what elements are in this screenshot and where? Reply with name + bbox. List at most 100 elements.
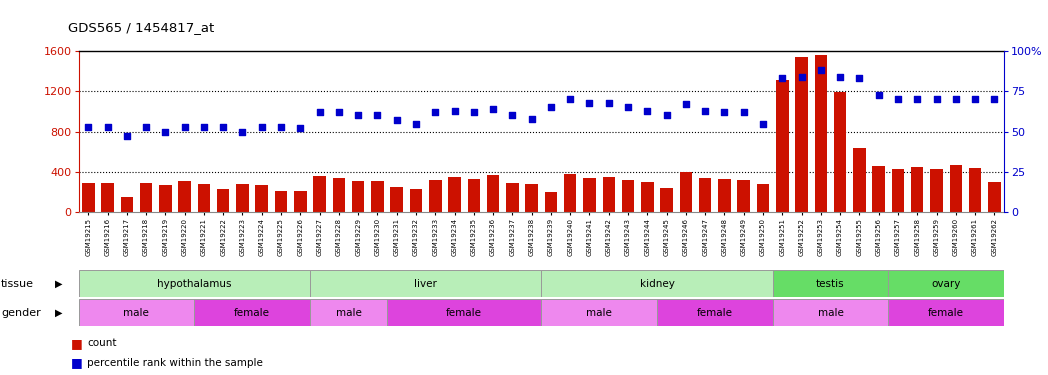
Point (427, 109, 443, 115)
Point (350, 112, 367, 118)
Bar (718, 179, 730, 212)
Text: male: male (817, 308, 844, 318)
Point (157, 129, 174, 135)
Bar (988, 182, 1001, 212)
Bar (776, 80, 788, 212)
Point (947, 96, 964, 102)
Point (639, 108, 656, 114)
Bar (159, 185, 172, 212)
Bar (525, 184, 538, 212)
Bar (236, 184, 248, 212)
Bar (275, 191, 287, 212)
Point (832, 74, 849, 80)
Point (736, 109, 752, 115)
Point (851, 75, 868, 81)
Text: percentile rank within the sample: percentile rank within the sample (87, 358, 263, 368)
Bar (102, 183, 114, 212)
Bar (541, 270, 772, 297)
Point (137, 124, 154, 130)
Bar (834, 92, 847, 212)
Point (446, 108, 463, 114)
Text: ▶: ▶ (54, 279, 62, 289)
Point (369, 112, 386, 118)
Point (485, 106, 502, 112)
Bar (621, 180, 634, 212)
Text: count: count (87, 338, 116, 348)
Point (523, 116, 540, 122)
Bar (757, 184, 769, 212)
Bar (121, 196, 133, 212)
Text: tissue: tissue (1, 279, 34, 289)
Bar (294, 190, 307, 212)
Bar (310, 299, 387, 326)
Text: ovary: ovary (932, 279, 961, 289)
Bar (506, 183, 519, 212)
Bar (564, 174, 576, 212)
Point (543, 104, 560, 110)
Point (677, 101, 694, 107)
Bar (313, 176, 326, 212)
Point (118, 134, 135, 140)
Bar (410, 189, 422, 212)
Bar (931, 169, 943, 212)
Point (755, 120, 771, 126)
Point (562, 96, 578, 102)
Bar (332, 178, 345, 212)
Text: ■: ■ (71, 337, 83, 350)
Point (504, 112, 521, 118)
Point (196, 124, 213, 130)
Bar (949, 165, 962, 212)
Point (929, 96, 945, 102)
Bar (603, 177, 615, 212)
Point (330, 109, 347, 115)
Text: testis: testis (816, 279, 845, 289)
Point (773, 75, 790, 81)
Text: gender: gender (1, 308, 41, 318)
Bar (198, 184, 211, 212)
Bar (679, 172, 692, 212)
Point (619, 104, 636, 110)
Bar (82, 183, 94, 212)
Point (408, 120, 424, 126)
Point (215, 124, 232, 130)
Bar (657, 299, 772, 326)
Bar (911, 167, 923, 212)
Bar (217, 189, 230, 212)
Bar (738, 180, 750, 212)
Bar (391, 186, 403, 212)
Point (581, 100, 597, 106)
Bar (772, 270, 889, 297)
Bar (889, 270, 1004, 297)
Point (311, 109, 328, 115)
Point (601, 100, 617, 106)
Bar (889, 299, 1004, 326)
Point (234, 129, 250, 135)
Point (658, 112, 675, 118)
Point (986, 96, 1003, 102)
Bar (352, 181, 365, 212)
Point (389, 117, 406, 123)
Point (812, 68, 829, 74)
Text: female: female (446, 308, 482, 318)
Bar (641, 182, 654, 212)
Text: kidney: kidney (639, 279, 675, 289)
Text: liver: liver (414, 279, 437, 289)
Bar (541, 299, 657, 326)
Bar (139, 183, 152, 212)
Text: ■: ■ (71, 356, 83, 369)
Bar (256, 185, 268, 212)
Bar (79, 299, 194, 326)
Bar (892, 170, 904, 212)
Bar (467, 179, 480, 212)
Text: GDS565 / 1454817_at: GDS565 / 1454817_at (68, 21, 215, 34)
Point (465, 109, 482, 115)
Text: female: female (234, 308, 270, 318)
Point (697, 108, 714, 114)
Bar (194, 299, 310, 326)
Point (292, 125, 309, 131)
Point (80, 124, 96, 130)
Point (254, 124, 270, 130)
Point (793, 74, 810, 80)
Point (890, 96, 907, 102)
Bar (853, 148, 866, 212)
